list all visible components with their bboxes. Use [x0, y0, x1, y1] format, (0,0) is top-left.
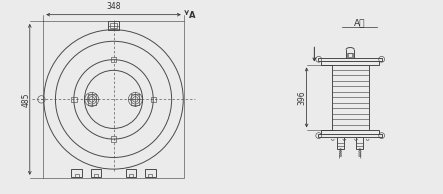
Text: 348: 348 — [106, 2, 121, 11]
Bar — [71, 169, 82, 177]
Bar — [75, 174, 78, 177]
Bar — [129, 174, 133, 177]
Bar — [43, 21, 184, 178]
Bar — [145, 169, 155, 177]
Bar — [148, 174, 152, 177]
Bar — [332, 65, 369, 130]
Text: A向: A向 — [354, 18, 365, 27]
Text: 485: 485 — [21, 92, 31, 107]
Bar — [337, 137, 344, 149]
Bar — [318, 134, 382, 137]
Bar — [108, 21, 119, 30]
Text: A: A — [189, 11, 195, 20]
Bar — [111, 136, 116, 142]
Bar — [321, 61, 379, 65]
Bar — [356, 137, 364, 149]
Bar — [110, 23, 117, 28]
Bar — [71, 97, 77, 102]
Bar — [126, 169, 136, 177]
Bar — [321, 130, 379, 134]
Bar — [348, 53, 353, 57]
Bar — [94, 174, 98, 177]
Bar — [151, 97, 156, 102]
Bar — [347, 53, 353, 58]
Bar — [318, 58, 382, 61]
Text: 396: 396 — [298, 90, 307, 105]
Bar — [111, 57, 116, 62]
Bar — [91, 169, 101, 177]
